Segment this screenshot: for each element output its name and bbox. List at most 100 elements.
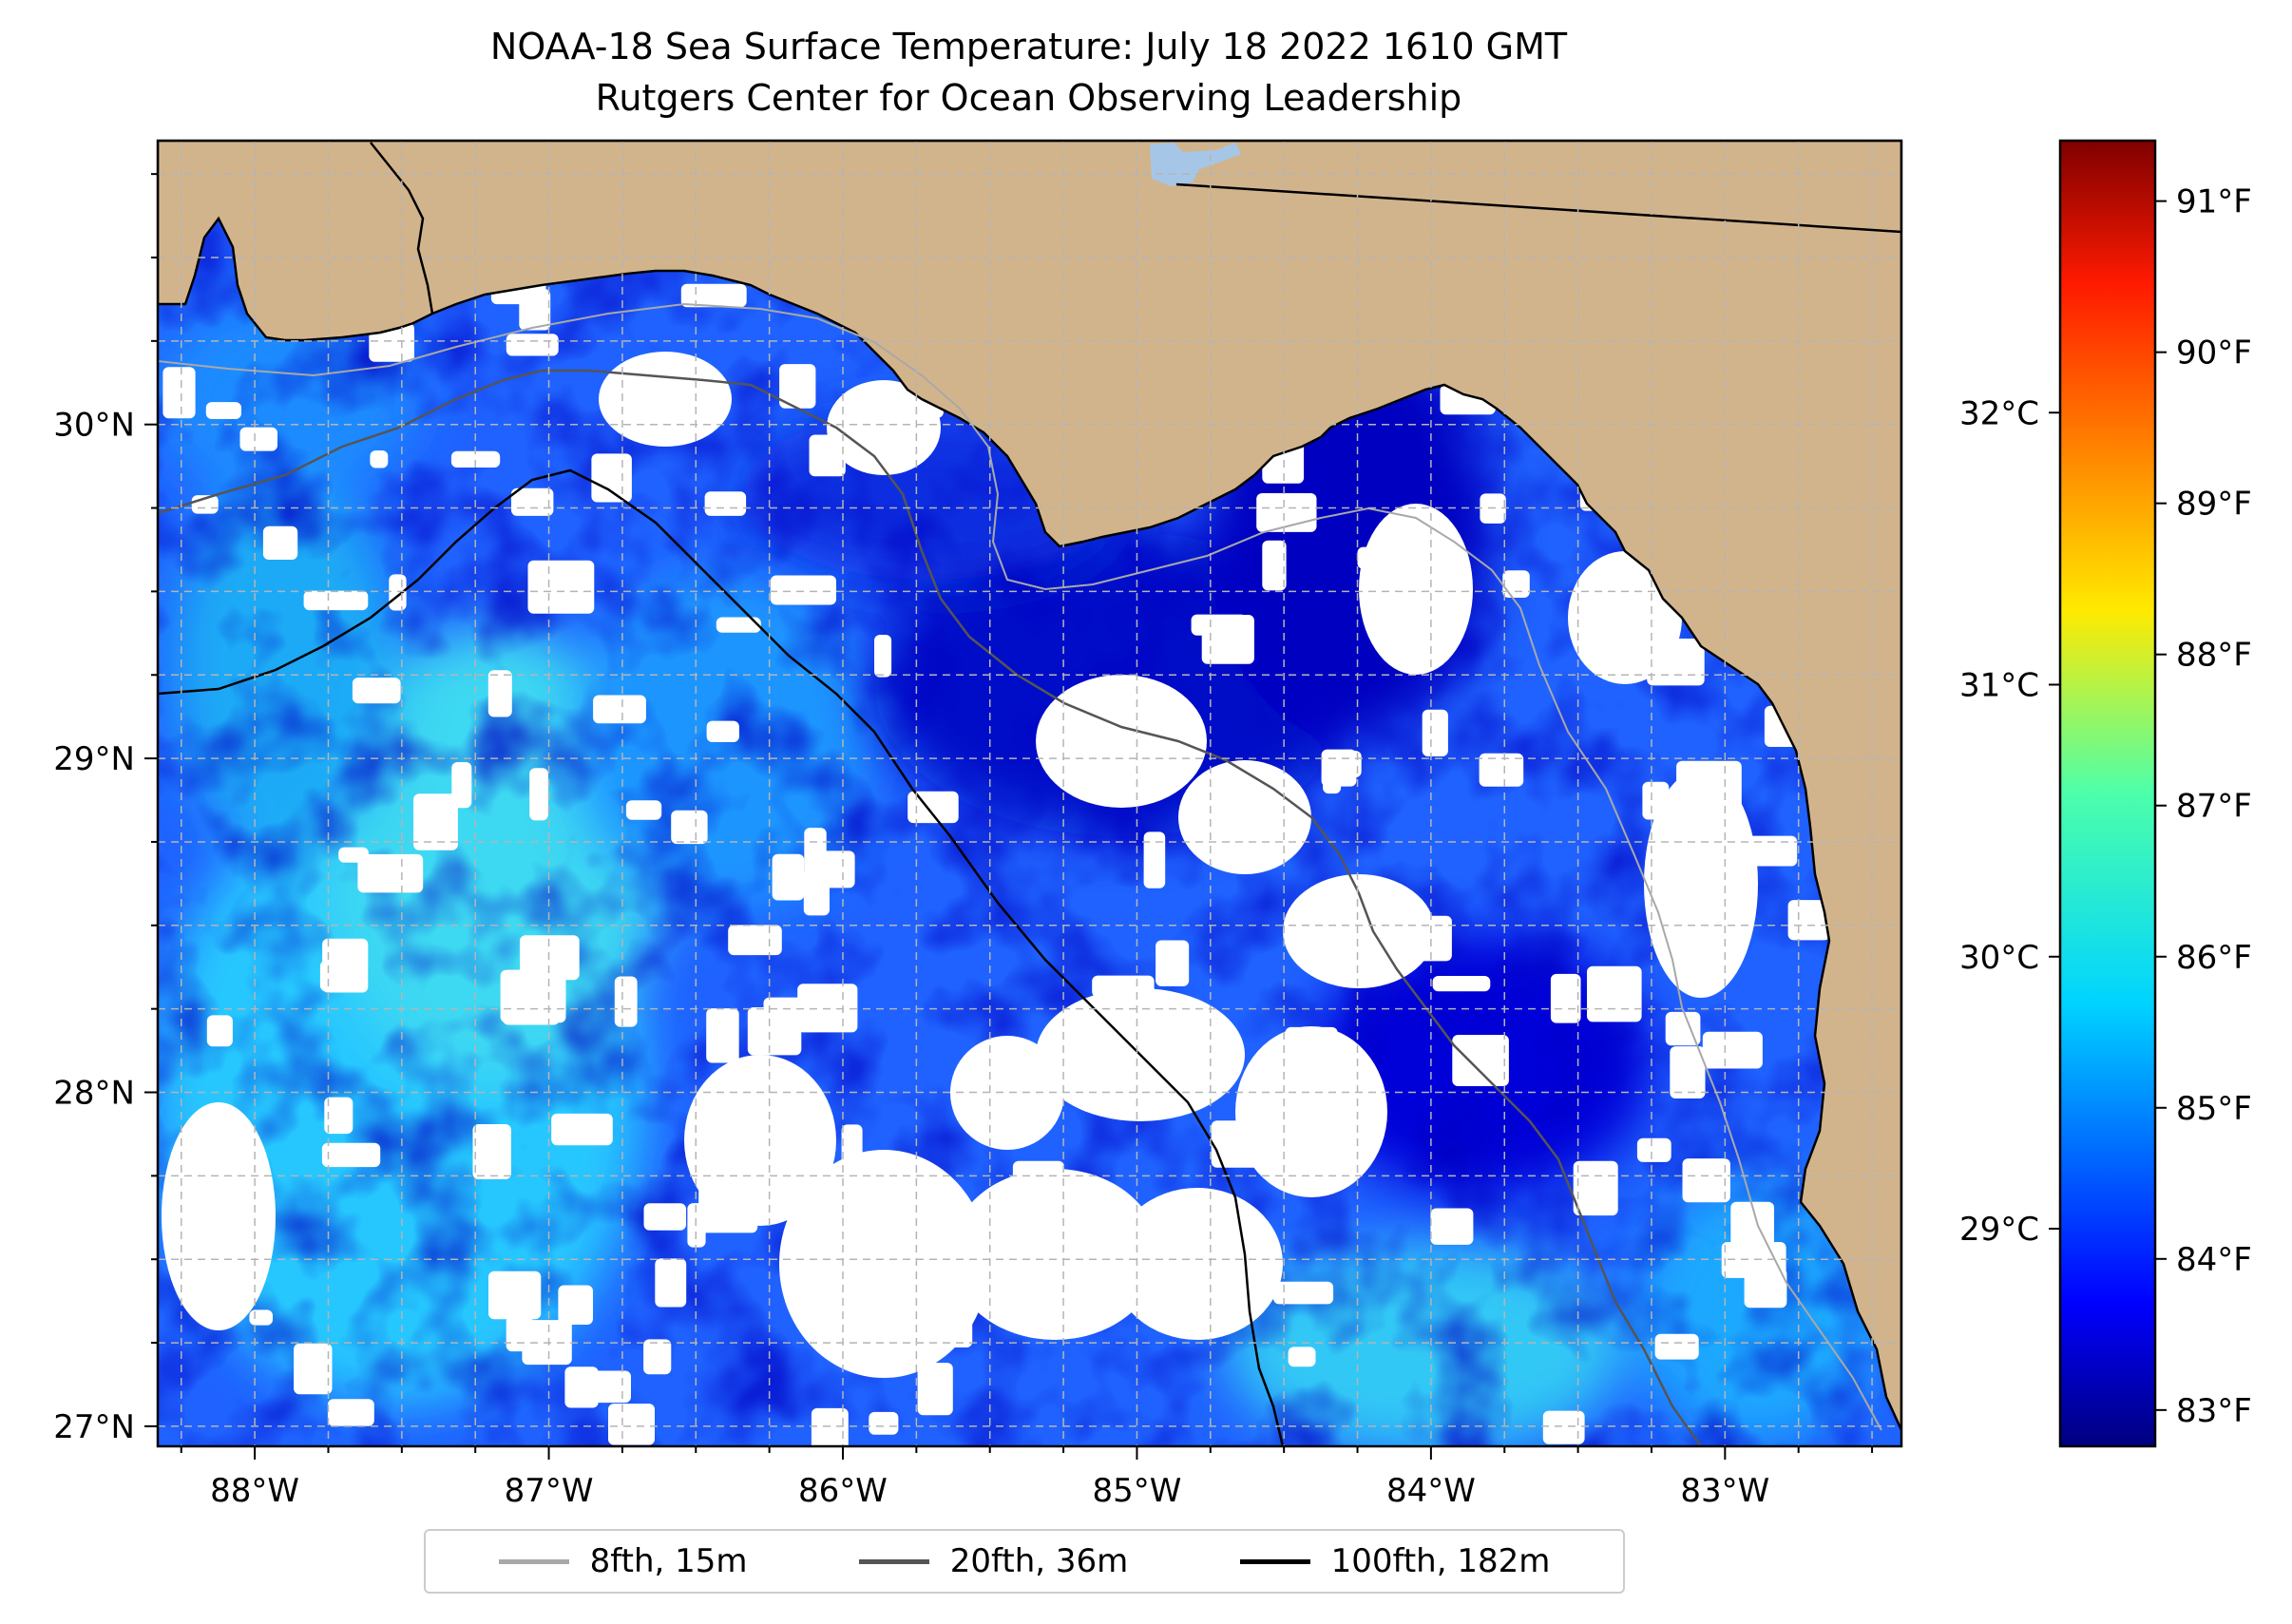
cloud-patch [1665, 1011, 1701, 1046]
cloud-patch [608, 1404, 655, 1445]
colorbar [2058, 139, 2157, 1448]
cloud-patch [917, 1363, 953, 1416]
cloud-patch [655, 1258, 687, 1308]
isobath-8fth [158, 302, 1882, 1431]
cloud-patch [841, 1124, 863, 1181]
map-frame [156, 139, 1903, 1448]
legend-swatch [498, 1558, 569, 1564]
cloud-patch [239, 427, 277, 451]
cloud-patch [1143, 831, 1166, 888]
legend-swatch [858, 1558, 929, 1564]
isobath-legend: 8fth, 15m 20fth, 36m 100fth, 182m [424, 1529, 1625, 1594]
cloud-patch [770, 575, 836, 605]
cloud-patch [1285, 1026, 1338, 1066]
cloud-patch [1479, 753, 1524, 787]
y-tick-label: 30°N [53, 407, 135, 445]
cloud-patch [488, 1271, 542, 1320]
cloud-patch [1262, 540, 1287, 591]
sst-map [158, 141, 1901, 1446]
cloud-patch [1587, 965, 1642, 1022]
cloud-patch [991, 1222, 1030, 1261]
cloud-patch [1037, 1278, 1071, 1307]
colorbar-fahrenheit-label: 86°F [2176, 939, 2252, 977]
cloud-patch [294, 1343, 333, 1395]
cloud-patch [772, 853, 805, 901]
cloud-patch [643, 1339, 672, 1375]
cloud-patch [706, 720, 739, 742]
graticule [158, 141, 1901, 1446]
cloud-patch [1581, 621, 1607, 659]
cloud-patch [671, 810, 708, 845]
cloud-patch [1321, 749, 1357, 787]
cloud-patch [487, 670, 512, 717]
cloud-patch [848, 1274, 896, 1303]
cloud-patch [1452, 1035, 1509, 1086]
cloud-patch [472, 1124, 511, 1179]
cloud-patch [357, 853, 424, 893]
cloud-patch [1730, 1201, 1774, 1252]
cloud-patch [370, 450, 389, 468]
cloud-patch [804, 828, 827, 880]
cloud-patch [728, 925, 782, 956]
longitude-axis: 88°W 87°W 86°W 85°W 84°W 83°W [180, 1446, 1874, 1510]
x-tick-label: 84°W [1386, 1472, 1476, 1510]
cloud-patch [1654, 1333, 1699, 1360]
cloud-mask [162, 277, 1888, 1446]
cloud-patch [1156, 940, 1190, 986]
cloud-patch [809, 434, 846, 477]
colorbar-fahrenheit-label: 88°F [2176, 637, 2252, 675]
cloud-patch [1676, 760, 1742, 816]
cloud-patch [303, 590, 369, 611]
cloud-patch [506, 1315, 533, 1352]
cloud-patch [527, 560, 595, 614]
cloud-patch [1702, 1031, 1763, 1069]
cloud-patch [884, 1328, 907, 1377]
cloud-patch [1542, 1410, 1585, 1444]
cloud-patch [747, 1007, 802, 1056]
cloud-patch [352, 678, 401, 704]
cloud-patch [698, 1177, 758, 1233]
cloud-patch [529, 768, 548, 821]
cloud-patch [413, 793, 458, 850]
cloud-patch [1037, 1220, 1072, 1261]
cloud-patch [558, 1285, 593, 1325]
legend-entry: 100fth, 182m [1239, 1542, 1550, 1580]
latitude-axis: 27°N 28°N 29°N 30°N [53, 173, 158, 1446]
colorbar-fahrenheit-label: 83°F [2176, 1392, 2252, 1430]
cloud-patch [599, 352, 732, 447]
cloud-patch [625, 800, 662, 820]
cloud-patch [1647, 639, 1705, 686]
chart-title: NOAA-18 Sea Surface Temperature: July 18… [489, 26, 1568, 67]
cloud-patch [1211, 1120, 1259, 1168]
cloud-patch [551, 1113, 613, 1146]
cloud-patch [1092, 975, 1155, 998]
y-tick-label: 27°N [53, 1408, 135, 1446]
cloud-patch [588, 1370, 631, 1404]
cloud-patch [950, 1036, 1064, 1150]
x-tick-label: 87°W [505, 1472, 594, 1510]
colorbar-celsius-label: 30°C [1959, 939, 2039, 977]
x-tick-label: 86°W [798, 1472, 888, 1510]
legend-label: 8fth, 15m [589, 1542, 748, 1580]
cloud-patch [506, 334, 559, 356]
cloud-patch [162, 367, 196, 419]
cloud-patch [1235, 1026, 1387, 1197]
cloud-patch [716, 617, 761, 633]
legend-entry: 8fth, 15m [498, 1542, 748, 1580]
cloud-patch [1073, 1287, 1113, 1318]
cloud-patch [321, 1142, 381, 1168]
cloud-patch [1502, 570, 1530, 598]
cloud-patch [1670, 1046, 1706, 1099]
cloud-patch [511, 487, 554, 516]
colorbar-fahrenheit-label: 91°F [2176, 183, 2252, 221]
cloud-patch [1273, 1281, 1334, 1305]
cloud-patch [614, 976, 638, 1027]
colorbar-celsius-label: 32°C [1959, 394, 2039, 432]
cloud-patch [262, 525, 298, 560]
cloud-patch [1175, 1233, 1238, 1254]
cloud-patch [643, 1203, 686, 1231]
cloud-patch [1392, 915, 1452, 962]
cloud-patch [1178, 760, 1311, 874]
cloud-patch [869, 1411, 899, 1435]
cloud-patch [162, 1102, 276, 1330]
